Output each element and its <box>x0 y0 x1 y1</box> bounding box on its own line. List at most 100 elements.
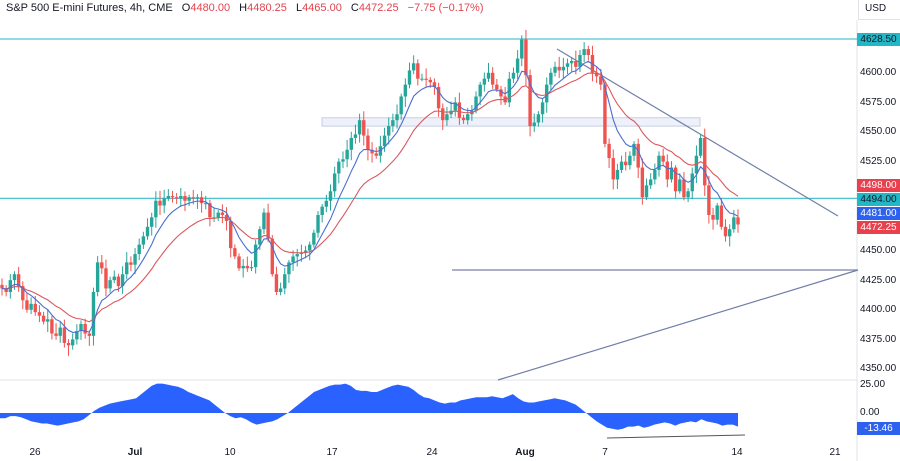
candle-body <box>199 197 204 204</box>
candle-body <box>204 203 208 205</box>
candle-body <box>727 229 732 237</box>
candle-body <box>58 327 62 336</box>
candle-body <box>145 226 150 237</box>
candle-body <box>391 120 395 127</box>
candle-body <box>120 274 125 287</box>
candle-body <box>357 120 362 135</box>
price-tick-label: 4575.00 <box>860 97 897 108</box>
candle-body <box>116 276 121 287</box>
candle-body <box>611 158 615 180</box>
candle-body <box>387 126 391 136</box>
candle-body <box>87 333 92 336</box>
candle-body <box>370 149 374 154</box>
candle-body <box>619 161 624 170</box>
candle-body <box>278 288 283 292</box>
price-label-badge: 4472.25 <box>857 221 900 234</box>
candle-body <box>495 84 499 90</box>
candle-body <box>253 244 258 268</box>
descending-trendline <box>556 48 839 217</box>
candle-body <box>553 66 557 73</box>
candle-body <box>403 84 408 97</box>
candle-body <box>283 274 287 289</box>
ascending-trendline <box>497 269 859 381</box>
candle-body <box>511 72 516 79</box>
candle-body <box>474 96 478 111</box>
candle-body <box>308 244 312 251</box>
candle-body <box>262 212 266 230</box>
candle-body <box>453 102 457 111</box>
candle-body <box>183 196 187 201</box>
candle-body <box>258 229 262 245</box>
candle-body <box>432 82 437 87</box>
candle-body <box>574 60 578 67</box>
candle-body <box>732 217 736 230</box>
candle-body <box>320 206 324 215</box>
time-tick-label: 17 <box>326 447 338 458</box>
candle-body <box>91 291 96 336</box>
ohlc-high: H4480.25 <box>239 2 287 14</box>
slow-moving-average <box>1 72 739 323</box>
candle-body <box>12 274 17 281</box>
candle-body <box>490 72 495 85</box>
candle-body <box>187 197 191 201</box>
candle-body <box>54 333 58 336</box>
candle-body <box>324 200 329 207</box>
candle-body <box>208 203 212 218</box>
candle-body <box>362 120 366 136</box>
candle-body <box>719 205 724 227</box>
price-tick-label: 4550.00 <box>860 126 897 137</box>
time-tick-label: 14 <box>731 447 743 458</box>
candle-body <box>349 137 353 150</box>
candle-body <box>46 319 50 322</box>
candle-body <box>162 198 166 206</box>
candle-body <box>366 135 370 150</box>
candle-body <box>682 179 686 198</box>
candle-body <box>515 58 520 73</box>
price-tick-label: 4450.00 <box>860 245 897 256</box>
candle-body <box>237 256 241 269</box>
candle-body <box>436 86 441 109</box>
candle-body <box>100 262 104 269</box>
candle-body <box>599 76 603 85</box>
candle-body <box>245 265 250 269</box>
candle-body <box>703 137 707 186</box>
candle-body <box>137 244 141 255</box>
candle-body <box>545 84 549 103</box>
candle-body <box>399 96 403 115</box>
candle-body <box>154 200 158 218</box>
candle-body <box>445 114 449 121</box>
candle-body <box>16 274 21 287</box>
candle-body <box>216 212 220 218</box>
candle-body <box>141 236 146 245</box>
candle-body <box>345 149 349 160</box>
candle-body <box>628 155 632 166</box>
candle-body <box>233 248 237 257</box>
price-tick-label: 4350.00 <box>860 363 897 374</box>
candle-body <box>4 288 8 292</box>
candle-body <box>586 49 591 55</box>
candle-body <box>686 191 690 198</box>
candle-body <box>565 63 570 67</box>
candle-body <box>266 212 270 239</box>
price-label-badge: 4494.00 <box>857 193 900 206</box>
candle-body <box>112 276 116 281</box>
candle-body <box>241 265 245 269</box>
candle-body <box>158 200 162 206</box>
candle-body <box>395 114 399 121</box>
currency-button[interactable]: USD <box>858 0 900 20</box>
symbol-header: S&P 500 E-mini Futures, 4h, CME O4480.00… <box>6 2 490 14</box>
candle-body <box>669 167 674 180</box>
candle-body <box>607 143 611 159</box>
candle-body <box>274 274 279 292</box>
candle-body <box>536 114 541 123</box>
candle-body <box>95 262 100 292</box>
candle-body <box>640 167 645 198</box>
candle-body <box>229 220 233 249</box>
candle-body <box>644 185 649 198</box>
ohlc-open: O4480.00 <box>181 2 231 14</box>
candle-body <box>478 84 482 97</box>
candle-body <box>37 312 42 316</box>
candle-body <box>665 161 670 180</box>
candle-body <box>328 191 333 201</box>
